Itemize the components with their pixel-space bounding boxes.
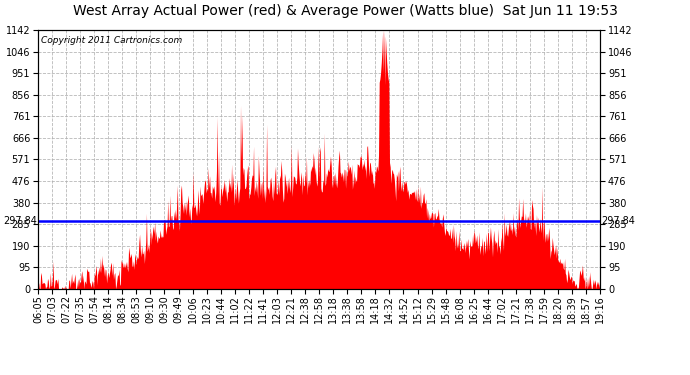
Text: Copyright 2011 Cartronics.com: Copyright 2011 Cartronics.com: [41, 36, 182, 45]
Text: West Array Actual Power (red) & Average Power (Watts blue)  Sat Jun 11 19:53: West Array Actual Power (red) & Average …: [72, 4, 618, 18]
Text: 297.84: 297.84: [601, 216, 635, 226]
Text: 297.84: 297.84: [3, 216, 37, 226]
